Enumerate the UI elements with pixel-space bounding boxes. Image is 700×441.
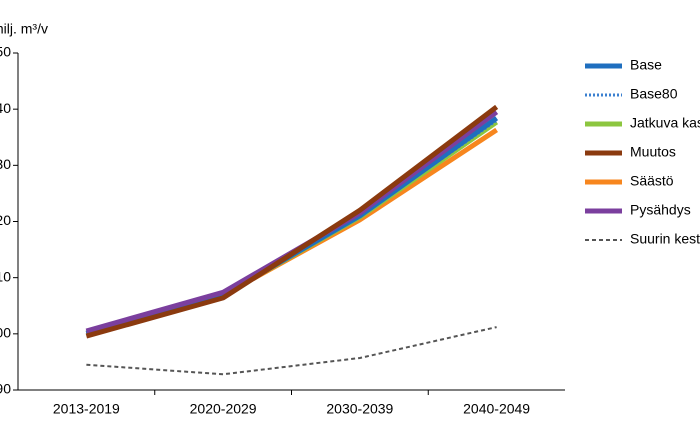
legend-label: Base (630, 57, 662, 73)
legend-label: Suurin kestävä (630, 231, 700, 247)
legend-label: Muutos (630, 144, 676, 160)
y-axis-label: milj. m³/v (0, 21, 48, 37)
series-line (86, 326, 497, 376)
x-tick-label: 2020-2029 (190, 401, 257, 417)
legend-label: Pysähdys (630, 202, 691, 218)
y-tick-label: 120 (0, 212, 11, 228)
x-tick-label: 2013-2019 (53, 401, 120, 417)
x-tick-label: 2040-2049 (463, 401, 530, 417)
y-tick-label: 90 (0, 381, 11, 397)
legend-label: Säästö (630, 173, 674, 189)
y-tick-label: 150 (0, 44, 11, 60)
y-tick-label: 100 (0, 325, 11, 341)
y-tick-label: 140 (0, 100, 11, 116)
legend-label: Base80 (630, 86, 678, 102)
series-line (85, 104, 499, 339)
legend-label: Jatkuva kasvu (630, 115, 700, 131)
y-tick-label: 110 (0, 268, 11, 284)
series-line (85, 109, 499, 334)
y-tick-label: 130 (0, 156, 11, 172)
x-tick-label: 2030-2039 (326, 401, 393, 417)
